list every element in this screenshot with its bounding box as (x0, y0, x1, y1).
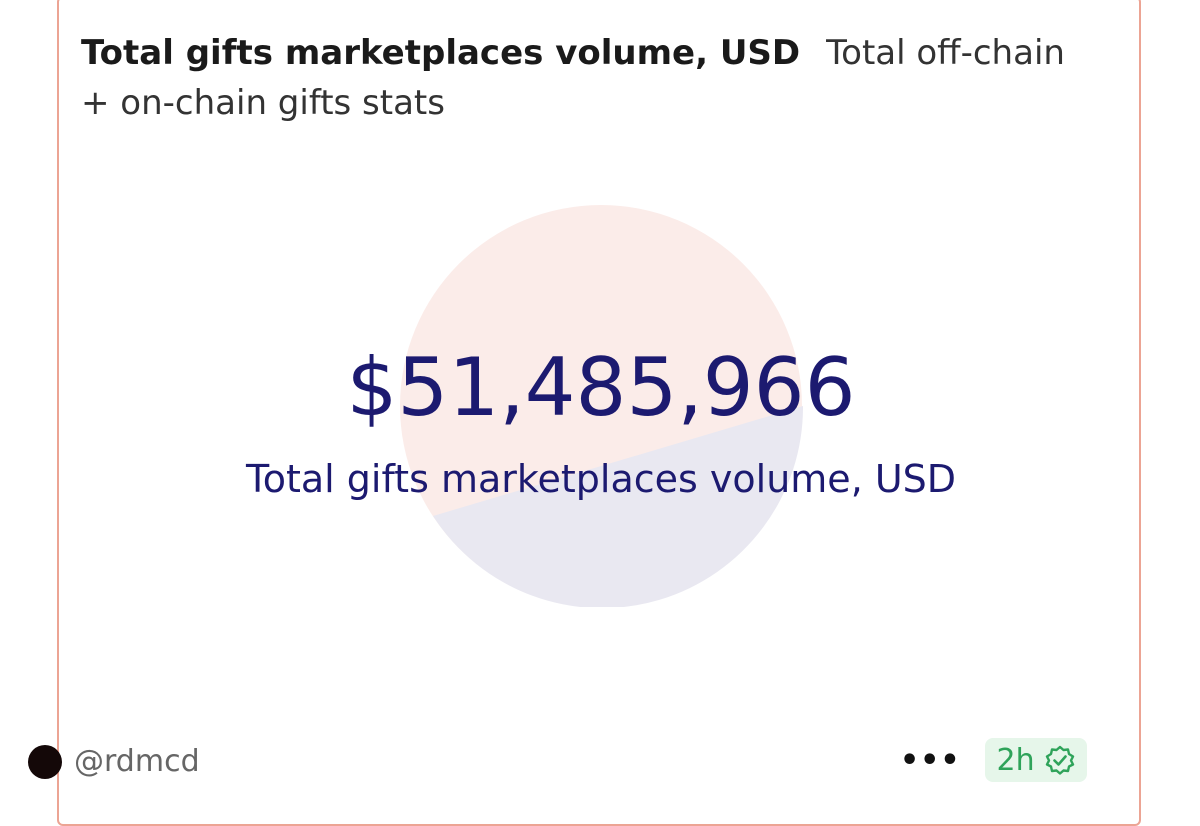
more-options-button[interactable]: ••• (900, 742, 961, 778)
circle-bottom-fill (433, 406, 803, 607)
background-circle-graphic (400, 205, 803, 607)
metric-card: Total gifts marketplaces volume, USD Tota… (57, 0, 1141, 826)
card-header: Total gifts marketplaces volume, USD Tota… (81, 28, 1081, 128)
metric-label: Total gifts marketplaces volume, USD (245, 457, 957, 501)
time-badge: 2h (984, 738, 1087, 782)
author-handle[interactable]: @rdmcd (74, 744, 200, 779)
card-title: Total gifts marketplaces volume, USD (81, 33, 801, 73)
author-link[interactable]: @rdmcd (28, 744, 200, 779)
card-description: Total off-chain + on-chain gifts stats (81, 33, 1065, 123)
avatar[interactable] (28, 744, 62, 779)
verified-check-badge-icon (1045, 745, 1074, 775)
card-actions: ••• 2h (900, 738, 1087, 782)
time-ago: 2h (996, 742, 1035, 778)
metric-value: $51,485,966 (346, 341, 856, 434)
